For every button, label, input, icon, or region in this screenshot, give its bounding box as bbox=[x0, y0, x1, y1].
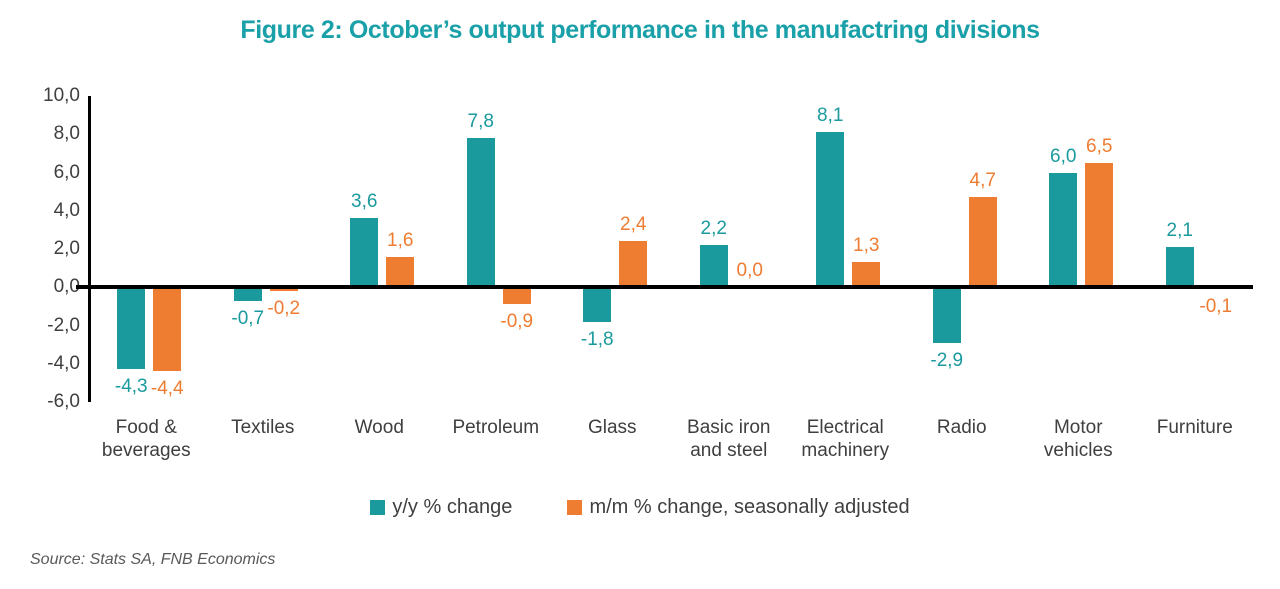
y-tick-label: 10,0 bbox=[43, 85, 80, 106]
value-label-mm-glass: 2,4 bbox=[620, 214, 647, 236]
value-label-mm-petroleum: -0,9 bbox=[500, 311, 534, 333]
bar-yy-textiles bbox=[233, 287, 262, 301]
bar-yy-radio bbox=[932, 287, 961, 343]
value-label-mm-radio: 4,7 bbox=[969, 170, 996, 192]
bar-yy-basic-iron-and-steel bbox=[699, 245, 728, 288]
value-label-mm-wood: 1,6 bbox=[387, 229, 414, 251]
source-note: Source: Stats SA, FNB Economics bbox=[30, 551, 276, 568]
figure-title: Figure 2: October’s output performance i… bbox=[240, 16, 1040, 44]
bar-yy-wood bbox=[350, 218, 379, 288]
value-label-yy-basic-iron-and-steel: 2,2 bbox=[700, 218, 727, 240]
y-tick-label: 2,0 bbox=[53, 238, 80, 259]
bar-chart: 10,0 8,0 6,0 4,0 2,0 0,0 -2,0 -4,0 -6,0 -4,3 -0,7… bbox=[0, 85, 1280, 476]
x-axis-label-food-beverages: Food & beverages bbox=[101, 417, 191, 461]
legend-swatch-teal bbox=[370, 500, 386, 515]
value-label-yy-textiles: -0,7 bbox=[231, 307, 265, 329]
value-label-mm-electrical-machinery: 1,3 bbox=[853, 235, 880, 257]
y-tick-label: 0,0 bbox=[53, 276, 80, 298]
value-label-yy-glass: -1,8 bbox=[580, 328, 614, 350]
zero-tick bbox=[76, 285, 88, 290]
x-axis-label-furniture: Furniture bbox=[1156, 417, 1233, 438]
zero-baseline bbox=[88, 285, 1253, 290]
y-tick-label: 6,0 bbox=[53, 161, 80, 183]
legend-item-mm: m/m % change, seasonally adjusted bbox=[567, 496, 910, 519]
x-axis-label-motor-vehicles: Motor vehicles bbox=[1043, 417, 1113, 461]
bar-mm-electrical-machinery bbox=[852, 262, 881, 288]
x-axis-label-electrical-machinery: Electrical machinery bbox=[801, 417, 890, 461]
value-label-yy-wood: 3,6 bbox=[351, 191, 378, 213]
value-label-mm-textiles: -0,2 bbox=[267, 298, 301, 320]
y-tick-label: 8,0 bbox=[53, 123, 80, 145]
bar-mm-food-beverages bbox=[153, 287, 182, 372]
x-axis-label-wood: Wood bbox=[354, 417, 404, 438]
x-axis-label-glass: Glass bbox=[587, 417, 637, 438]
x-axis-labels: Food & beverages Textiles Wood Petroleum Gla… bbox=[88, 416, 1253, 462]
bar-mm-motor-vehicles bbox=[1085, 162, 1114, 288]
x-axis-label-radio: Radio bbox=[936, 417, 987, 438]
bar-yy-petroleum bbox=[466, 138, 495, 288]
plot-area: -4,3 -0,7 3,6 7,8 -1,8 2,2 8,1 -2,9 6,0 2,1 -4,4 -0… bbox=[76, 96, 1253, 402]
value-label-yy-food-beverages: -4,3 bbox=[114, 376, 148, 398]
legend-item-yy: y/y % change bbox=[370, 496, 512, 519]
legend-label-mm: m/m % change, seasonally adjusted bbox=[589, 496, 910, 518]
value-label-yy-motor-vehicles: 6,0 bbox=[1050, 145, 1077, 167]
value-label-mm-motor-vehicles: 6,5 bbox=[1086, 135, 1113, 157]
bar-yy-glass bbox=[583, 287, 612, 322]
legend-swatch-orange bbox=[567, 500, 583, 515]
x-axis-label-basic-iron-and-steel: Basic iron and steel bbox=[687, 417, 771, 461]
bar-mm-wood bbox=[386, 256, 415, 288]
value-label-yy-furniture: 2,1 bbox=[1166, 220, 1193, 242]
legend-label-yy: y/y % change bbox=[392, 496, 513, 518]
y-tick-label: -4,0 bbox=[47, 352, 80, 374]
value-label-yy-petroleum: 7,8 bbox=[467, 111, 494, 133]
legend: y/y % change m/m % change, seasonally ad… bbox=[0, 496, 1280, 519]
y-tick-label: 4,0 bbox=[53, 199, 80, 221]
value-label-mm-furniture: -0,1 bbox=[1199, 296, 1233, 318]
y-tick-label: -6,0 bbox=[47, 391, 80, 412]
value-label-yy-radio: -2,9 bbox=[930, 349, 964, 371]
bar-yy-motor-vehicles bbox=[1049, 172, 1078, 288]
bar-yy-electrical-machinery bbox=[816, 132, 845, 288]
value-label-mm-food-beverages: -4,4 bbox=[150, 378, 184, 400]
y-tick-label: -2,0 bbox=[47, 314, 80, 336]
bar-mm-radio bbox=[968, 197, 997, 288]
bar-mm-glass bbox=[619, 241, 648, 288]
bar-mm-petroleum bbox=[502, 287, 531, 305]
bar-yy-furniture bbox=[1165, 247, 1194, 288]
value-label-mm-basic-iron-and-steel: 0,0 bbox=[736, 260, 763, 282]
value-label-yy-electrical-machinery: 8,1 bbox=[817, 105, 844, 127]
x-axis-label-textiles: Textiles bbox=[231, 417, 295, 438]
x-axis-label-petroleum: Petroleum bbox=[452, 417, 540, 438]
bar-yy-food-beverages bbox=[117, 287, 146, 370]
